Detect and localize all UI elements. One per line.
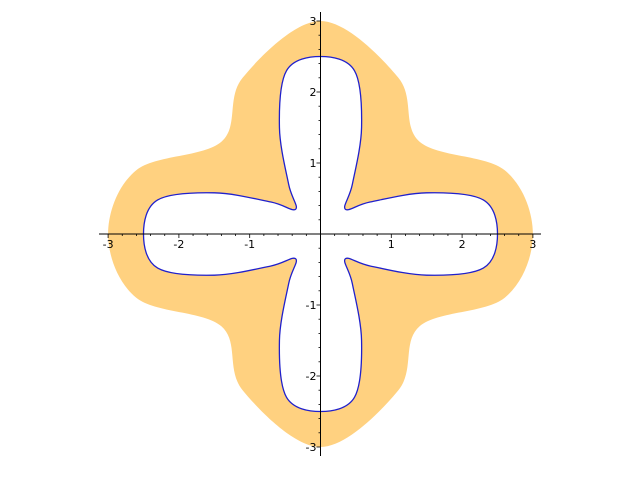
axes: -3 -2 -1 1 2 3 3 2 1 -1 -2 -3 [99,12,541,456]
x-tick-label: 3 [529,238,536,251]
y-tick-label: 2 [310,86,317,99]
y-tick-label: -2 [306,370,317,383]
x-tick-label: -1 [244,238,255,251]
x-tick-label: 1 [388,238,395,251]
x-tick-label: 2 [459,238,466,251]
x-tick-label: -3 [103,238,114,251]
y-tick-label: -3 [306,441,317,454]
x-tick-label: -2 [173,238,184,251]
y-tick-label: 1 [310,157,317,170]
y-tick-label: -1 [306,299,317,312]
y-tick-label: 3 [310,15,317,28]
